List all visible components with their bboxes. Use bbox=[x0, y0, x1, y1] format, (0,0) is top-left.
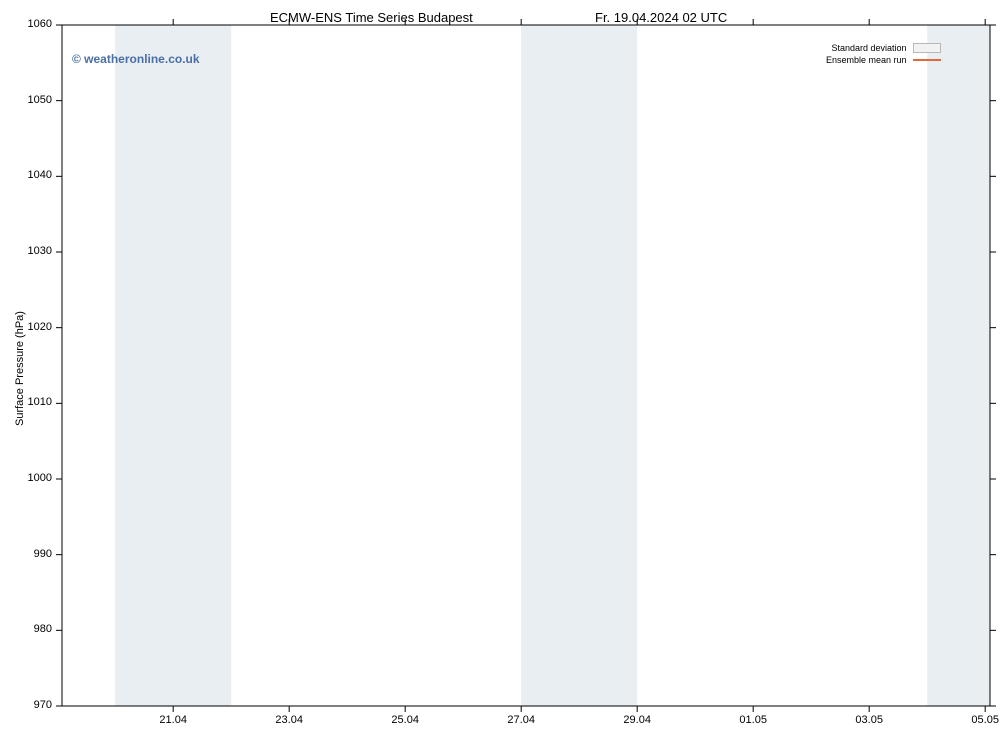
watermark-text: © weatheronline.co.uk bbox=[72, 52, 200, 66]
x-tick-label: 25.04 bbox=[385, 714, 425, 726]
chart-svg bbox=[0, 0, 1000, 733]
y-tick-label: 990 bbox=[34, 548, 52, 560]
y-tick-label: 1040 bbox=[28, 169, 52, 181]
legend-line bbox=[913, 59, 941, 61]
y-tick-label: 1050 bbox=[28, 94, 52, 106]
y-tick-label: 1020 bbox=[28, 321, 52, 333]
legend-entry: Standard deviation bbox=[826, 42, 941, 54]
x-tick-label: 29.04 bbox=[617, 714, 657, 726]
weekend-band bbox=[521, 25, 637, 706]
x-tick-label: 01.05 bbox=[733, 714, 773, 726]
chart-title-left: ECMW-ENS Time Series Budapest bbox=[270, 10, 473, 25]
chart-title-right: Fr. 19.04.2024 02 UTC bbox=[595, 10, 727, 25]
x-tick-label: 23.04 bbox=[269, 714, 309, 726]
y-tick-label: 1010 bbox=[28, 396, 52, 408]
legend-entry: Ensemble mean run bbox=[826, 54, 941, 66]
y-tick-label: 1030 bbox=[28, 245, 52, 257]
x-tick-label: 21.04 bbox=[153, 714, 193, 726]
legend-swatch bbox=[913, 43, 941, 53]
x-tick-label: 05.05 bbox=[965, 714, 1000, 726]
legend-label: Standard deviation bbox=[831, 43, 906, 53]
y-tick-label: 970 bbox=[34, 699, 52, 711]
chart-container: { "dimensions": { "width": 1000, "height… bbox=[0, 0, 1000, 733]
y-tick-label: 1000 bbox=[28, 472, 52, 484]
weekend-band bbox=[115, 25, 231, 706]
y-axis-label: Surface Pressure (hPa) bbox=[14, 311, 26, 426]
weekend-band bbox=[927, 25, 990, 706]
y-tick-label: 980 bbox=[34, 623, 52, 635]
x-tick-label: 27.04 bbox=[501, 714, 541, 726]
legend-label: Ensemble mean run bbox=[826, 55, 907, 65]
y-tick-label: 1060 bbox=[28, 18, 52, 30]
x-tick-label: 03.05 bbox=[849, 714, 889, 726]
legend: Standard deviation Ensemble mean run bbox=[826, 42, 941, 66]
